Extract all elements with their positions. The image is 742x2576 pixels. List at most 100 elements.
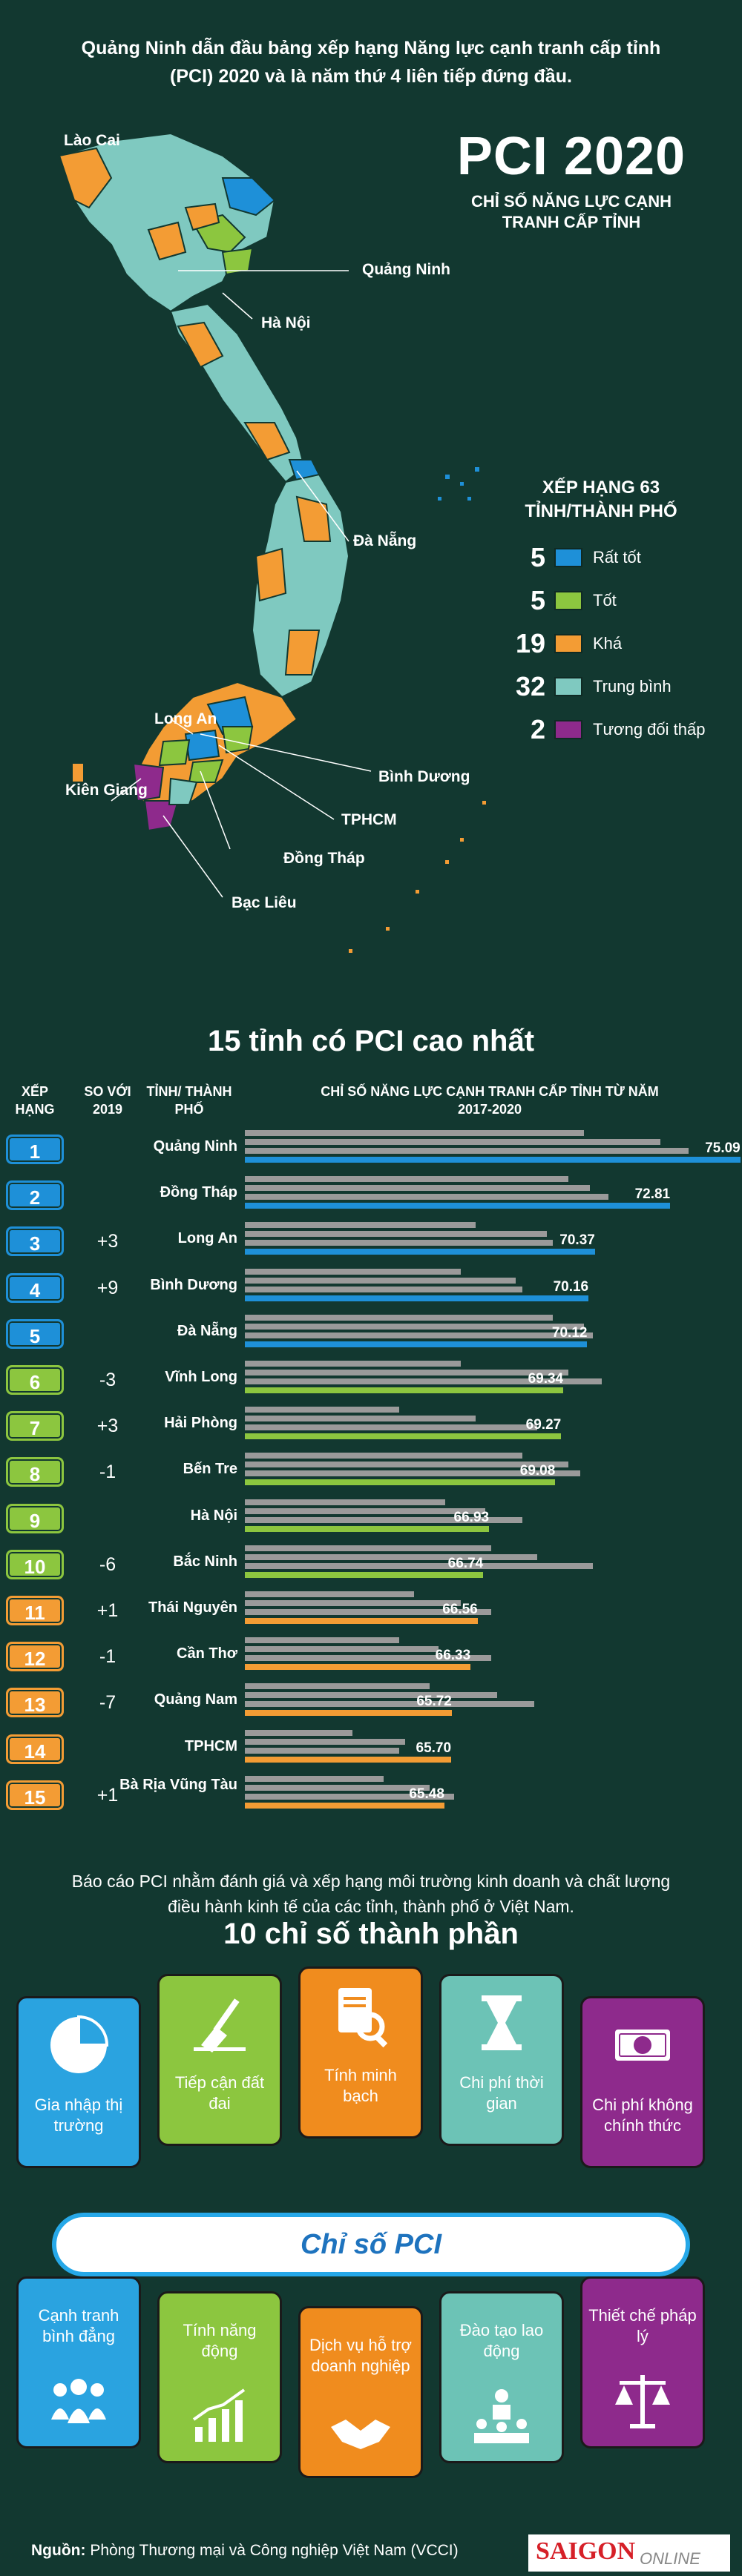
component-label: Tính minh bạch: [324, 2066, 397, 2105]
rank-change: +1: [96, 1784, 119, 1806]
legend-label: Khá: [593, 634, 623, 653]
bar-2020: [245, 1756, 452, 1763]
rank-badge: 5: [6, 1318, 64, 1349]
source-label: Nguồn:: [31, 2542, 86, 2559]
rank-badge: 6: [6, 1365, 64, 1395]
province-name: Bà Rịa Vũng Tàu: [119, 1776, 237, 1793]
legend-item: 5 Rất tốt: [486, 541, 738, 574]
bar-prev-year: [245, 1416, 476, 1422]
bar-prev-year: [245, 1683, 430, 1690]
bar-prev-year: [245, 1231, 547, 1238]
legend-count: 19: [515, 628, 545, 658]
legend-count: 32: [515, 671, 545, 701]
province-name: TPHCM: [184, 1737, 237, 1754]
rank-badge: 10: [6, 1549, 64, 1579]
growth-chart-icon: [160, 2382, 280, 2457]
handshake-icon: [301, 2397, 421, 2471]
ranking-title: 15 tỉnh có PCI cao nhất: [207, 1025, 535, 1057]
component-label: Gia nhập thị trường: [34, 2096, 123, 2135]
province-name: Cần Thơ: [177, 1645, 237, 1662]
bar-2020: [245, 1710, 452, 1717]
component-card: Tính năng động: [157, 2291, 282, 2463]
rank-badge: 12: [6, 1642, 64, 1672]
legend-swatch: [554, 720, 582, 739]
component-card: Đào tạo lao động: [439, 2291, 564, 2463]
bar-prev-year: [245, 1729, 353, 1736]
bar-prev-year: [245, 1655, 491, 1662]
legend-title: XẾP HẠNG 63 TỈNH/THÀNH PHỐ: [525, 478, 677, 521]
bar-prev-year: [245, 1453, 522, 1459]
bar-prev-year: [245, 1591, 415, 1597]
bar-prev-year: [245, 1747, 399, 1754]
bar-2020: [245, 1802, 444, 1809]
bar-prev-year: [245, 1462, 568, 1468]
component-card: Cạnh tranh bình đẳng: [16, 2276, 141, 2448]
bar-prev-year: [245, 1286, 522, 1292]
map-label-binh-duong: Bình Dương: [378, 768, 470, 785]
component-card: Dịch vụ hỗ trợ doanh nghiệp: [298, 2306, 423, 2478]
logo-suffix: ONLINE: [640, 2549, 700, 2568]
legend-label: Tốt: [593, 591, 617, 610]
bar-value-label: 66.74: [447, 1555, 484, 1571]
component-label: Dịch vụ hỗ trợ doanh nghiệp: [309, 2336, 412, 2375]
rank-change: +9: [96, 1277, 119, 1298]
legend-label: Tương đối thấp: [593, 720, 706, 739]
bar-2020: [245, 1249, 595, 1255]
bar-value-label: 72.81: [634, 1186, 671, 1203]
training-icon: [441, 2382, 562, 2457]
province-name: Bình Dương: [150, 1276, 237, 1293]
bar-value-label: 70.16: [553, 1278, 589, 1295]
map-label-dong-thap: Đồng Tháp: [283, 850, 365, 867]
province-name: Vĩnh Long: [165, 1369, 237, 1385]
pci-index-pill: Chỉ số PCI: [52, 2213, 690, 2276]
legend-label: Rất tốt: [593, 548, 641, 567]
bar-2020: [245, 1295, 589, 1301]
component-label: Tính năng động: [183, 2321, 257, 2360]
component-label: Tiếp cận đất đai: [174, 2073, 265, 2113]
component-card: Gia nhập thị trường: [16, 1996, 141, 2168]
bar-prev-year: [245, 1277, 516, 1284]
vietnam-map: [58, 132, 486, 953]
money-icon: [582, 2012, 703, 2086]
legend-swatch: [554, 548, 582, 567]
rank-badge: 3: [6, 1226, 64, 1257]
bar-prev-year: [245, 1470, 581, 1477]
rank-badge: 13: [6, 1688, 64, 1718]
bar-value-label: 69.08: [519, 1463, 556, 1479]
bar-value-label: 65.70: [416, 1740, 452, 1756]
province-name: Bắc Ninh: [173, 1553, 237, 1570]
bar-prev-year: [245, 1600, 461, 1606]
logo-wordmark: SAIGON: [536, 2537, 636, 2565]
component-label: Cạnh tranh bình đẳng: [38, 2306, 119, 2345]
map-label-kien-giang: Kiên Giang: [65, 782, 148, 799]
header-change: SO VỚI 2019: [84, 1084, 131, 1117]
bar-prev-year: [245, 1424, 538, 1431]
bar-prev-year: [245, 1370, 568, 1375]
rank-badge: 15: [6, 1780, 64, 1810]
bar-prev-year: [245, 1562, 593, 1569]
province-name: Quảng Nam: [154, 1691, 237, 1708]
rank-change: -6: [99, 1553, 116, 1575]
map-label-lao-cai: Lào Cai: [64, 132, 120, 149]
legend-count: 5: [530, 542, 545, 572]
rank-badge: 1: [6, 1135, 64, 1164]
rank-change: -7: [99, 1692, 116, 1714]
hourglass-icon: [441, 1989, 562, 2064]
map-label-da-nang: Đà Nẵng: [353, 532, 417, 549]
bar-2020: [245, 1433, 562, 1440]
bar-value-label: 66.93: [453, 1509, 490, 1525]
bar-prev-year: [245, 1545, 491, 1551]
bar-prev-year: [245, 1240, 553, 1246]
rank-badge: 8: [6, 1457, 64, 1487]
rank-badge: 7: [6, 1411, 64, 1441]
bar-2020: [245, 1618, 478, 1624]
bar-prev-year: [245, 1738, 405, 1745]
bar-2020: [245, 1525, 490, 1532]
component-label: Chi phí thời gian: [459, 2073, 544, 2113]
bar-prev-year: [245, 1784, 430, 1791]
bar-prev-year: [245, 1361, 461, 1367]
bar-prev-year: [245, 1194, 608, 1201]
bar-prev-year: [245, 1139, 661, 1145]
bar-prev-year: [245, 1222, 476, 1229]
province-name: Quảng Ninh: [153, 1138, 237, 1155]
